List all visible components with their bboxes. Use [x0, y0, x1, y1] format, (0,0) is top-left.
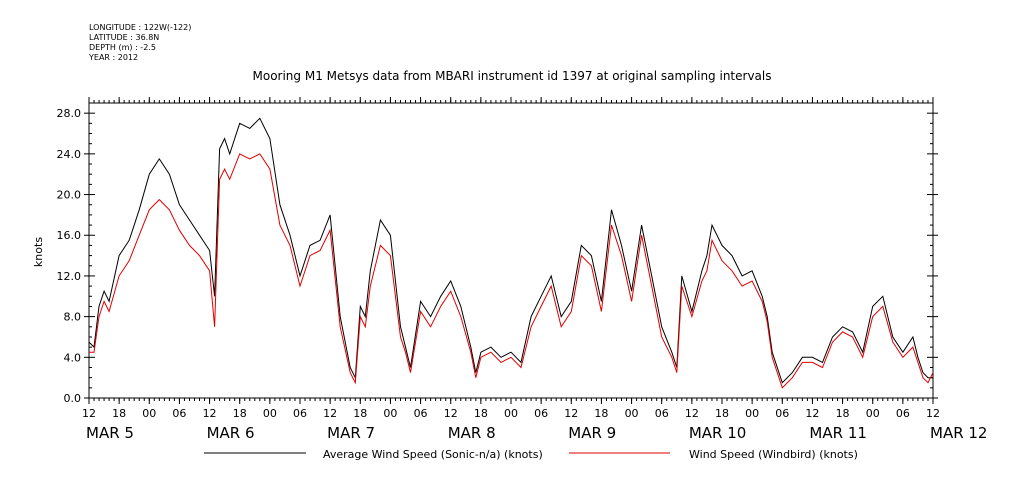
y-tick-label: 0.0: [64, 392, 82, 405]
x-date-label: MAR 5: [86, 424, 134, 442]
x-tick-label: 18: [594, 407, 608, 420]
x-tick-label: 00: [745, 407, 759, 420]
meta-latitude: LATITUDE : 36.8N: [89, 33, 159, 42]
y-tick-label: 8.0: [64, 311, 82, 324]
minor-ticks: [88, 100, 934, 401]
x-tick-label: 00: [504, 407, 518, 420]
y-axis: 0.0 4.0 8.0 12.0 16.0 20.0 24.0 28.0: [57, 107, 938, 405]
x-tick-label: 12: [444, 407, 458, 420]
legend-label-windbird: Wind Speed (Windbird) (knots): [689, 448, 858, 461]
x-axis: 12 18 00 06 12 18 00 06 12 18 00 06 12 18 00 06 12 18 00 06…: [82, 97, 987, 442]
x-tick-label: 12: [926, 407, 940, 420]
y-axis-label: knots: [32, 237, 45, 267]
y-tick-label: 12.0: [57, 270, 82, 283]
x-tick-label: 06: [414, 407, 428, 420]
series-layer: [88, 117, 934, 389]
y-tick-label: 28.0: [57, 107, 82, 120]
x-date-label: MAR 8: [448, 424, 496, 442]
metadata-block: LONGITUDE : 122W(-122) LATITUDE : 36.8N …: [88, 23, 191, 62]
x-tick-label: 00: [625, 407, 639, 420]
x-tick-label: 18: [112, 407, 126, 420]
x-tick-label: 18: [233, 407, 247, 420]
x-tick-label: 12: [82, 407, 96, 420]
x-tick-label: 12: [203, 407, 217, 420]
legend: Average Wind Speed (Sonic-n/a) (knots) W…: [204, 448, 858, 461]
x-tick-label: 06: [775, 407, 789, 420]
x-date-label: MAR 9: [568, 424, 616, 442]
x-tick-label: 06: [172, 407, 186, 420]
x-date-label: MAR 11: [809, 424, 866, 442]
x-tick-label: 18: [474, 407, 488, 420]
x-tick-label: 18: [715, 407, 729, 420]
y-tick-label: 20.0: [57, 189, 82, 202]
meta-year: YEAR : 2012: [88, 53, 138, 62]
x-tick-label: 00: [142, 407, 156, 420]
x-tick-label: 06: [655, 407, 669, 420]
x-tick-label: 00: [866, 407, 880, 420]
series-line-avg-wind: [88, 117, 933, 384]
meta-depth: DEPTH (m) : -2.5: [89, 43, 156, 52]
y-tick-label: 16.0: [57, 229, 82, 242]
x-tick-label: 00: [263, 407, 277, 420]
x-tick-label: 00: [383, 407, 397, 420]
x-tick-label: 06: [534, 407, 548, 420]
x-tick-label: 18: [836, 407, 850, 420]
x-tick-label: 12: [685, 407, 699, 420]
x-date-label: MAR 12: [930, 424, 987, 442]
legend-label-avg-wind: Average Wind Speed (Sonic-n/a) (knots): [323, 448, 543, 461]
x-tick-label: 18: [353, 407, 367, 420]
y-tick-label: 4.0: [64, 351, 82, 364]
x-date-label: MAR 10: [689, 424, 746, 442]
series-line-windbird: [89, 153, 934, 389]
x-tick-label: 12: [805, 407, 819, 420]
chart-title: Mooring M1 Metsys data from MBARI instru…: [253, 69, 772, 83]
x-tick-label: 12: [323, 407, 337, 420]
x-tick-label: 06: [293, 407, 307, 420]
x-tick-label: 06: [896, 407, 910, 420]
meta-longitude: LONGITUDE : 122W(-122): [89, 23, 191, 32]
x-date-label: MAR 7: [327, 424, 375, 442]
x-tick-label: 12: [564, 407, 578, 420]
x-date-label: MAR 6: [207, 424, 255, 442]
plot-frame: [88, 102, 934, 399]
y-tick-label: 24.0: [57, 148, 82, 161]
